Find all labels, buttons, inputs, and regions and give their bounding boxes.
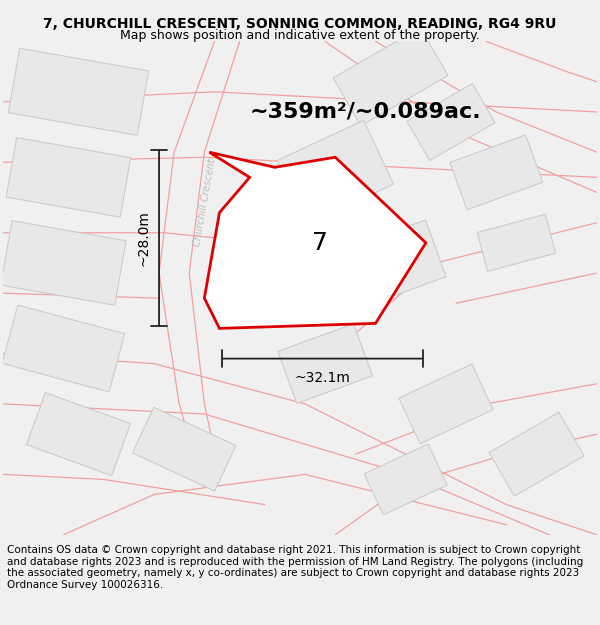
Polygon shape <box>205 152 426 328</box>
Polygon shape <box>399 364 493 444</box>
Polygon shape <box>364 444 447 515</box>
Text: ~32.1m: ~32.1m <box>295 371 350 384</box>
Polygon shape <box>407 84 495 161</box>
Text: ~359m²/~0.089ac.: ~359m²/~0.089ac. <box>250 102 481 122</box>
Polygon shape <box>278 324 373 403</box>
Polygon shape <box>277 120 394 224</box>
Polygon shape <box>450 135 543 210</box>
Text: 7, CHURCHILL CRESCENT, SONNING COMMON, READING, RG4 9RU: 7, CHURCHILL CRESCENT, SONNING COMMON, R… <box>43 18 557 31</box>
Polygon shape <box>26 392 131 476</box>
Polygon shape <box>8 48 149 136</box>
Polygon shape <box>2 305 125 392</box>
Polygon shape <box>133 408 236 491</box>
Polygon shape <box>6 138 131 217</box>
Text: Contains OS data © Crown copyright and database right 2021. This information is : Contains OS data © Crown copyright and d… <box>7 545 583 590</box>
Text: Churchill Crescent: Churchill Crescent <box>191 158 217 248</box>
Polygon shape <box>489 412 584 496</box>
Text: ~28.0m: ~28.0m <box>137 210 151 266</box>
Polygon shape <box>345 220 446 306</box>
Polygon shape <box>477 214 556 271</box>
Text: 7: 7 <box>312 231 328 255</box>
Text: Map shows position and indicative extent of the property.: Map shows position and indicative extent… <box>120 29 480 42</box>
Polygon shape <box>1 221 126 305</box>
Polygon shape <box>333 28 448 126</box>
